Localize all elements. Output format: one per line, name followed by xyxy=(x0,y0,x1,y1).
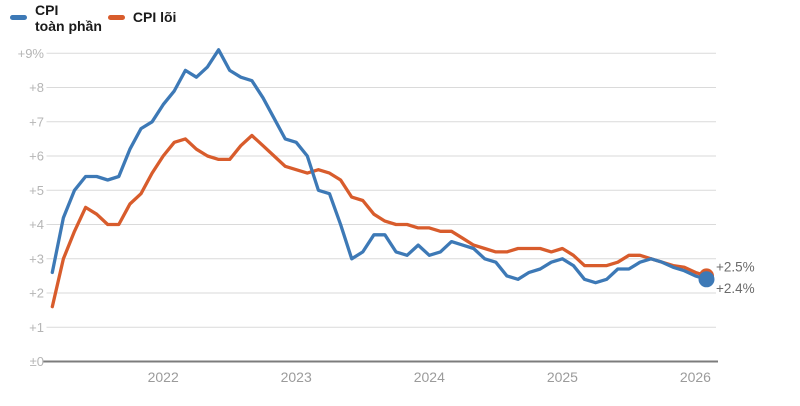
end-value-label-core: +2.5% xyxy=(716,259,755,274)
y-axis-tick-label: +5 xyxy=(29,183,44,198)
legend-item-core-cpi: CPI lõi xyxy=(107,3,177,26)
x-axis-tick-label: 2022 xyxy=(148,369,179,385)
end-dot-headline-cpi xyxy=(698,271,715,288)
y-axis-tick-label: +3 xyxy=(29,251,44,266)
y-axis-tick-label: +4 xyxy=(29,217,44,232)
y-axis-tick-label: +9% xyxy=(18,46,45,61)
y-axis-tick-label: +1 xyxy=(29,320,44,335)
y-axis-tick-label: +8 xyxy=(29,80,44,95)
x-axis-tick-label: 2024 xyxy=(414,369,445,385)
end-value-label-headline: +2.4% xyxy=(716,281,755,296)
legend-label-core-cpi: CPI lõi xyxy=(132,9,177,26)
y-axis-tick-label: +6 xyxy=(29,149,44,164)
legend-label-line: CPI xyxy=(35,2,59,18)
core-cpi-swatch-icon xyxy=(107,15,125,20)
x-axis-tick-label: 2026 xyxy=(680,369,711,385)
x-axis-tick-label: 2025 xyxy=(547,369,578,385)
legend-label-line: toàn phần xyxy=(35,17,102,34)
y-axis-tick-label: +2 xyxy=(29,286,44,301)
line-headline-cpi xyxy=(50,48,709,285)
line-core-cpi xyxy=(50,133,709,309)
legend-item-headline-cpi: CPI toàn phần xyxy=(10,2,102,34)
x-axis-tick-label: 2023 xyxy=(281,369,312,385)
y-axis-tick-label: +7 xyxy=(29,114,44,129)
y-axis-tick-label: ±0 xyxy=(30,354,44,369)
headline-cpi-swatch-icon xyxy=(10,15,27,20)
legend-label-headline-cpi: CPI toàn phần xyxy=(35,2,102,34)
chart-legend: CPI toàn phần CPI lõi xyxy=(10,2,177,34)
legend-label-line: CPI lõi xyxy=(132,9,177,25)
